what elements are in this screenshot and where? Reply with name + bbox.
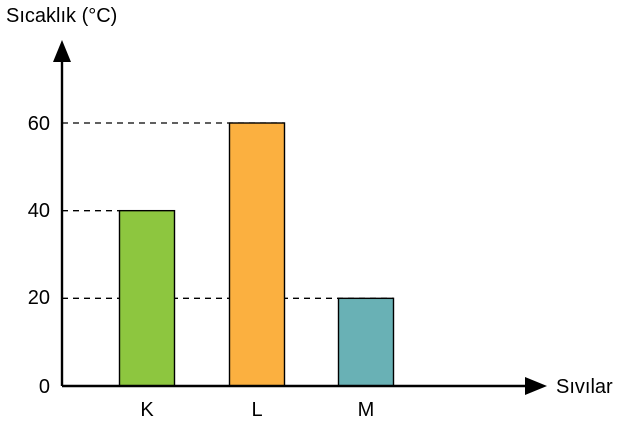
x-axis-arrow-icon bbox=[525, 377, 547, 395]
bar-k bbox=[118, 209, 176, 387]
bar-m bbox=[337, 297, 395, 387]
y-axis-label: Sıcaklık (°C) bbox=[6, 5, 117, 27]
bar-l bbox=[228, 122, 286, 387]
grid-layer bbox=[62, 122, 394, 299]
bar-layer bbox=[118, 122, 395, 387]
y-tick-label-40: 40 bbox=[28, 200, 50, 222]
x-tick-label-m: M bbox=[358, 399, 375, 421]
x-tick-label-k: K bbox=[140, 399, 154, 421]
x-tick-label-l: L bbox=[251, 399, 262, 421]
x-axis-label: Sıvılar bbox=[556, 376, 613, 398]
y-tick-label-0: 0 bbox=[39, 376, 50, 398]
y-tick-label-20: 20 bbox=[28, 287, 50, 309]
y-tick-label-60: 60 bbox=[28, 113, 50, 135]
y-axis-arrow-icon bbox=[53, 40, 71, 62]
